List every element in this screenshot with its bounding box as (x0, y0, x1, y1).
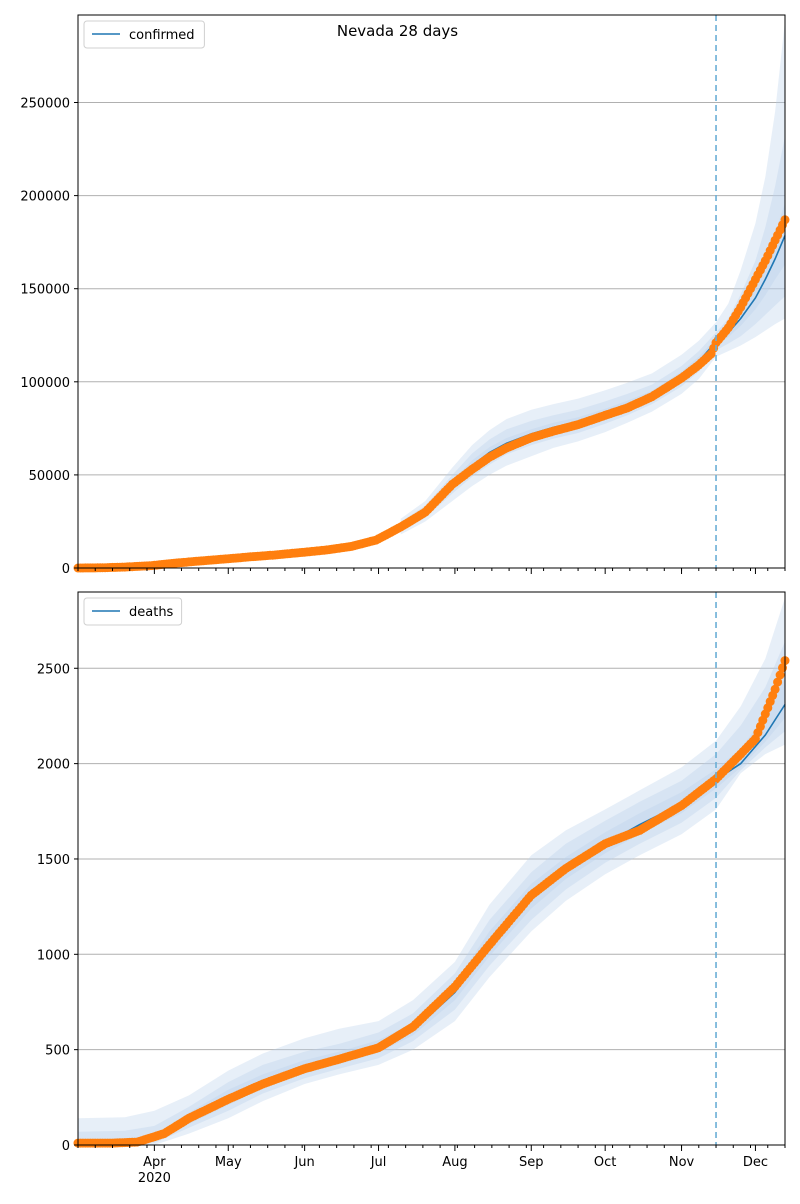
x-tick-label: Nov (669, 1155, 695, 1170)
y-tick-label: 0 (62, 1139, 70, 1154)
observed-point (773, 677, 783, 687)
y-tick-label: 2000 (37, 758, 70, 773)
legend-label: deaths (129, 605, 174, 620)
observed-point (770, 684, 780, 694)
y-tick-label: 200000 (20, 190, 70, 205)
figure-title: Nevada 28 days (336, 22, 459, 40)
legend-box (83, 597, 183, 626)
x-tick-label: Apr (143, 1155, 166, 1170)
x-tick-label: Jun (293, 1155, 314, 1170)
observed-point (775, 670, 785, 680)
y-tick-label: 0 (62, 562, 70, 577)
x-year-label: 2020 (138, 1171, 171, 1186)
confidence-band (78, 597, 785, 1145)
y-tick-label: 100000 (20, 376, 70, 391)
y-tick-label: 2500 (37, 662, 70, 677)
confidence-band (78, 641, 785, 1145)
x-tick-label: Sep (519, 1155, 544, 1170)
y-tick-label: 250000 (20, 97, 70, 112)
plot-frame (77, 591, 786, 1146)
y-tick-label: 500 (45, 1044, 70, 1059)
confidence-band (400, 20, 785, 535)
x-tick-label: Jul (370, 1155, 387, 1170)
x-tick-label: May (215, 1155, 242, 1170)
deaths-panel: 0 500 1000 1500 2000 2500 Apr May Jun Jul Aug Sep Oc… (37, 591, 790, 1186)
confirmed-panel: 0 50000 100000 150000 200000 250000 confirmed (20, 14, 790, 577)
plot-frame (77, 14, 786, 569)
y-tick-label: 150000 (20, 283, 70, 298)
x-tick-label: Oct (594, 1155, 616, 1170)
y-tick-label: 50000 (29, 469, 70, 484)
x-tick-label: Aug (442, 1155, 467, 1170)
legend-label: confirmed (129, 28, 195, 43)
y-tick-label: 1500 (37, 853, 70, 868)
confidence-band (78, 677, 785, 1145)
legend-box (83, 20, 205, 49)
x-tick-label: Dec (743, 1155, 768, 1170)
y-tick-label: 1000 (37, 948, 70, 963)
